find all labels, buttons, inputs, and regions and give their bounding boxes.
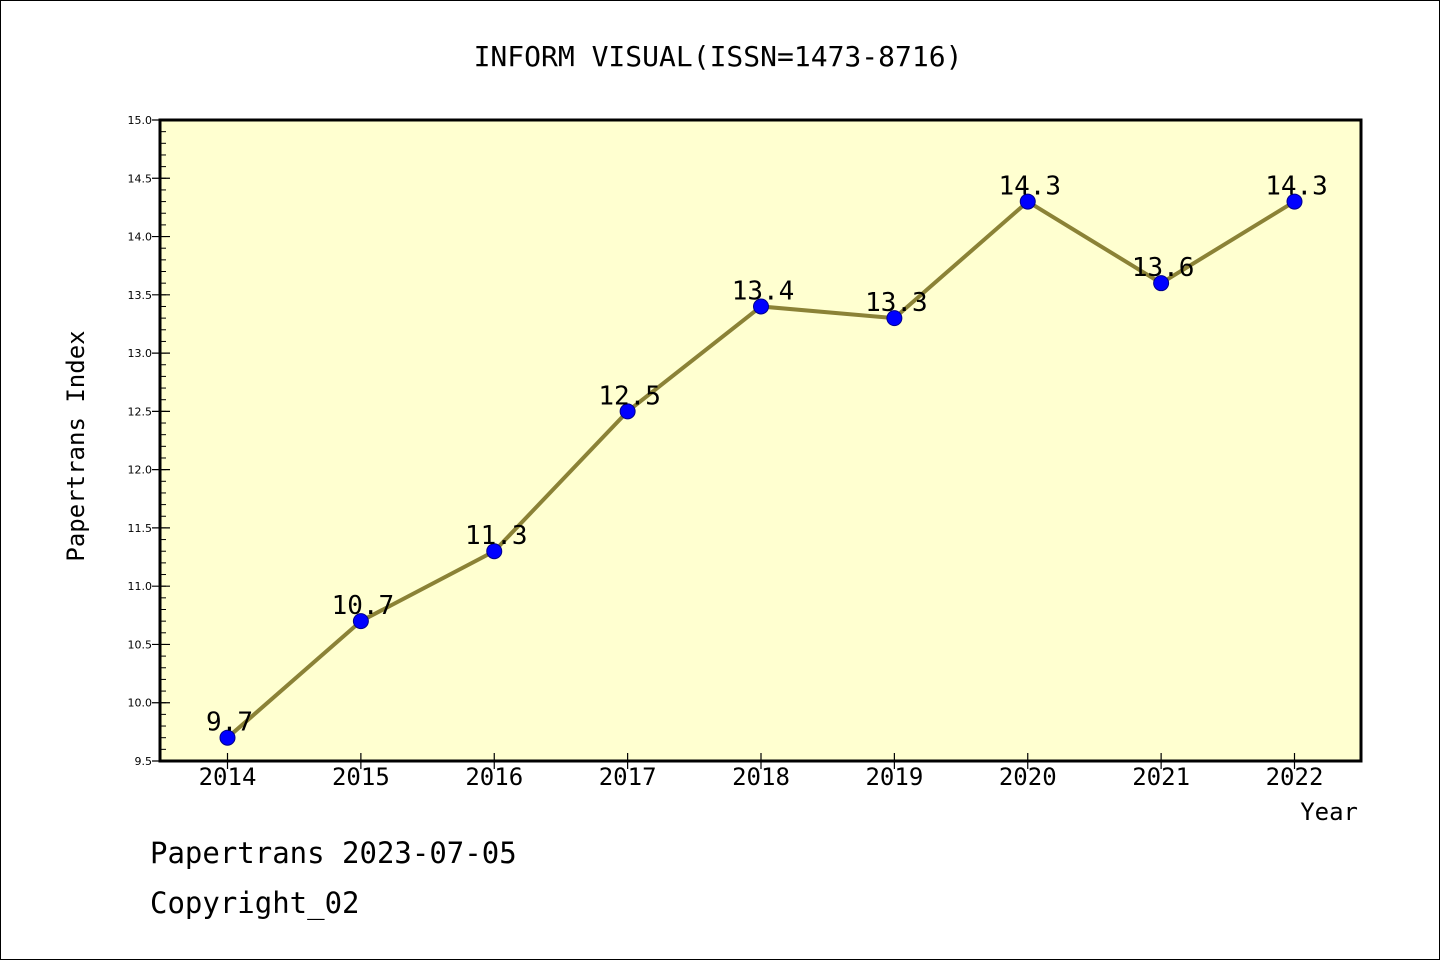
data-point-marker (219, 729, 236, 746)
x-tick-label: 2015 (332, 763, 390, 791)
series-line-group: 9.7 10.7 11.3 12.5 13.4 13.3 14.3 13.6 14.3 (206, 172, 1328, 746)
x-axis-label: Year (1300, 798, 1358, 826)
y-axis: 9.5 10.0 10.5 11.0 11.5 12.0 12.5 13.0 13.5 14.0 1… (128, 114, 170, 768)
data-point-marker (486, 543, 503, 560)
x-tick-label: 2016 (465, 763, 523, 791)
x-tick-label: 2018 (732, 763, 790, 791)
x-tick-label: 2020 (999, 763, 1057, 791)
footer-copyright: Copyright_02 (150, 886, 360, 921)
x-tick-label: 2017 (599, 763, 657, 791)
y-tick-label: 12.0 (128, 464, 153, 477)
data-label: 11.3 (465, 521, 528, 551)
data-label: 12.5 (598, 381, 661, 411)
data-point-marker (1153, 275, 1170, 292)
y-tick-label: 12.5 (128, 405, 153, 418)
data-label: 13.6 (1132, 253, 1195, 283)
y-tick-label: 10.0 (128, 697, 153, 710)
data-point-marker (352, 613, 369, 630)
y-tick-label: 15.0 (128, 114, 153, 127)
y-tick-label: 14.0 (128, 231, 153, 244)
data-label: 9.7 (206, 708, 253, 738)
data-label: 14.3 (1265, 172, 1328, 202)
footer-date: Papertrans 2023-07-05 (150, 836, 517, 870)
x-tick-label: 2019 (865, 763, 923, 791)
chart-title: INFORM VISUAL(ISSN=1473-8716) (474, 40, 963, 73)
y-axis-label: Papertrans Index (62, 330, 90, 561)
x-axis: 2014 2015 2016 2017 2018 2019 2020 2021 2022 (199, 753, 1324, 791)
data-label: 13.3 (865, 288, 928, 318)
plot-area (158, 118, 1363, 763)
data-point-marker (886, 310, 903, 327)
data-point-marker (1019, 193, 1036, 210)
y-tick-label: 9.5 (135, 755, 153, 768)
x-tick-label: 2022 (1266, 763, 1324, 791)
y-tick-label: 10.5 (128, 638, 153, 651)
data-label: 14.3 (998, 172, 1061, 202)
data-point-marker (753, 298, 769, 315)
y-tick-label: 11.5 (128, 522, 153, 535)
data-label: 10.7 (332, 591, 395, 621)
y-tick-label: 14.5 (128, 172, 153, 185)
data-label: 13.4 (732, 276, 795, 306)
data-point-marker (619, 403, 636, 420)
y-tick-label: 13.5 (128, 289, 153, 302)
y-tick-label: 13.0 (128, 347, 153, 360)
data-point-marker (1286, 193, 1303, 210)
y-tick-label: 11.0 (128, 580, 153, 593)
x-tick-label: 2014 (199, 763, 257, 791)
x-tick-label: 2021 (1132, 763, 1190, 791)
